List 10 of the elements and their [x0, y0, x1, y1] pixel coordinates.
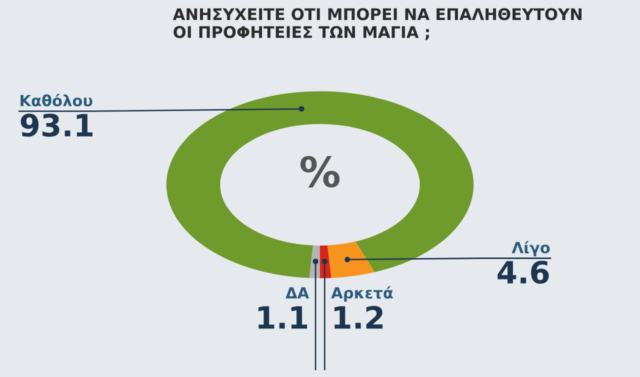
slice-label: Αρκετά — [331, 286, 393, 302]
data-label: 1.1 — [258, 306, 308, 329]
data-label: 1.2 — [334, 306, 383, 329]
data-label: 4.6 — [498, 260, 549, 284]
slice-label: Λίγο — [512, 240, 550, 256]
data-label: 93.1 — [20, 114, 92, 137]
chart-title: ΑΝΗΣΥΧΕΙΤΕ ΟΤΙ ΜΠΟΡΕΙ ΝΑ ΕΠΑΛΗΘΕΥΤΟΥΝ ΟΙ ΠΡΟΦΗΤΕΙΕΣ ΤΩΝ ΜΑΓΙΑ ; — [172, 8, 582, 40]
slice-label: Καθόλου — [20, 94, 92, 106]
slice-label: ΔΑ — [286, 287, 310, 298]
text: % — [300, 156, 340, 188]
